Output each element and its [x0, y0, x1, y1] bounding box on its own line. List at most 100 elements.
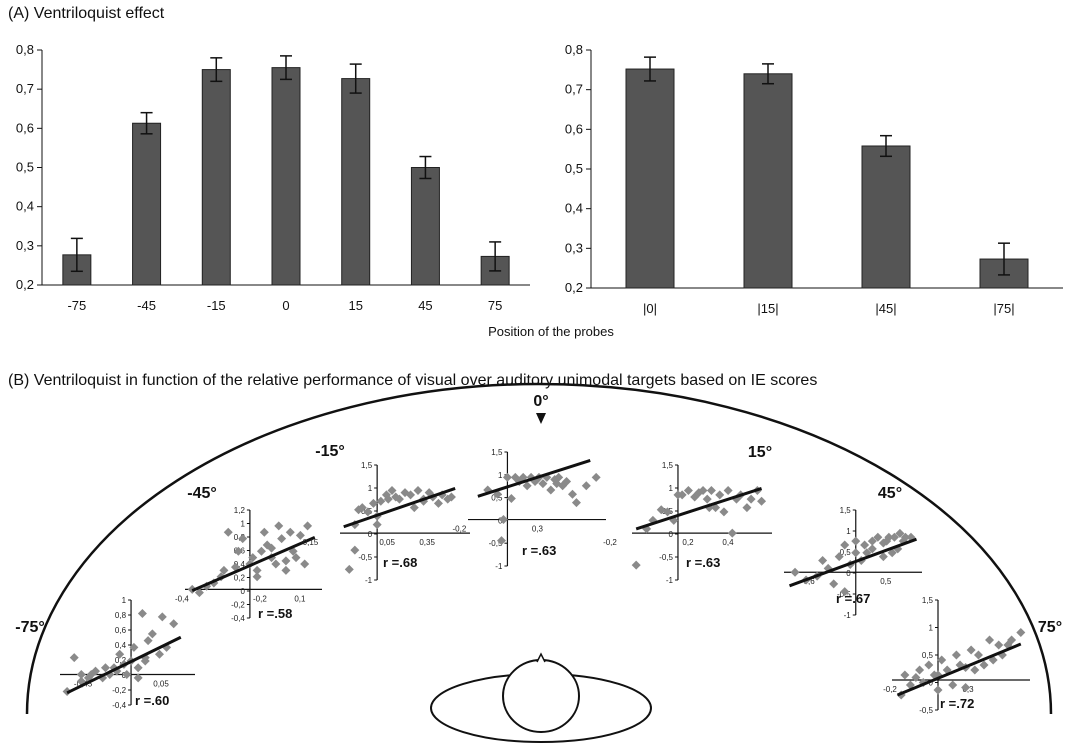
data-point — [889, 532, 899, 542]
data-point — [115, 649, 125, 659]
data-point — [979, 660, 989, 670]
fit-line — [896, 642, 1022, 697]
data-point — [911, 673, 921, 682]
mini-y-tick-label: -1 — [666, 576, 674, 585]
correlation-label: r =.58 — [258, 606, 292, 621]
data-point — [937, 655, 947, 665]
scatter-45: 1,510,50-0,5-1-0,60,5r =.67 — [784, 506, 922, 620]
mini-y-tick-label: 1 — [669, 484, 674, 493]
position-label-minus75: -75° — [15, 619, 45, 636]
y-tick-label: 0,7 — [565, 82, 583, 97]
data-point — [562, 477, 572, 487]
data-point — [538, 479, 548, 489]
data-point — [994, 640, 1004, 650]
mini-y-tick-label: -1 — [495, 562, 503, 571]
data-point — [497, 536, 507, 546]
data-point — [133, 663, 143, 673]
data-point — [252, 565, 262, 575]
data-point — [219, 565, 229, 575]
x-tick-label: 75 — [488, 298, 502, 313]
data-point — [698, 486, 708, 496]
data-point — [522, 481, 532, 491]
data-point — [303, 521, 313, 531]
data-point — [406, 490, 416, 500]
mini-x-tick-label: 0,35 — [419, 538, 435, 547]
data-point — [948, 680, 958, 690]
mini-x-tick-label: 0,3 — [962, 685, 974, 694]
data-point — [631, 560, 641, 570]
position-label-minus45: -45° — [187, 485, 217, 502]
bar-chart-positions: 0,2 0,3 0,4 0,5 0,6 0,7 0,8 -75 -45 -15 0 15 45 75 — [16, 42, 530, 313]
data-point — [285, 527, 295, 537]
data-point — [966, 645, 976, 655]
mini-y-tick-label: 0 — [669, 530, 674, 539]
data-point — [122, 670, 132, 680]
data-point — [900, 532, 910, 542]
mini-y-tick-label: 1 — [846, 527, 851, 536]
bar — [132, 122, 162, 286]
head-icon — [502, 659, 580, 733]
x-tick-label: 0 — [282, 298, 289, 313]
data-point — [571, 498, 581, 508]
data-point — [867, 544, 877, 554]
data-point — [133, 673, 143, 683]
mini-y-tick-label: -0,2 — [231, 601, 245, 610]
mini-y-tick-label: 0,5 — [840, 548, 852, 557]
y-tick-label: 0,7 — [16, 81, 34, 96]
mini-y-tick-label: 0,8 — [115, 611, 127, 620]
field-arc — [25, 382, 1053, 715]
y-tick-label: 0,5 — [16, 160, 34, 175]
data-point — [291, 553, 301, 563]
data-point — [100, 663, 110, 673]
data-point — [169, 619, 179, 629]
data-point — [223, 527, 233, 537]
data-point — [552, 479, 562, 489]
data-point — [394, 494, 404, 504]
mini-y-tick-label: 1 — [240, 520, 245, 529]
x-tick-label: -75 — [67, 298, 86, 313]
data-point — [581, 481, 591, 491]
mini-y-tick-label: -0,5 — [358, 553, 372, 562]
data-point — [933, 685, 943, 695]
data-point — [719, 507, 729, 517]
y-tick-label: 0,8 — [16, 42, 34, 57]
data-point — [757, 496, 767, 506]
nose-icon — [536, 652, 546, 663]
mini-x-tick-label: -0,4 — [175, 594, 189, 603]
data-point — [357, 503, 367, 513]
data-point — [790, 567, 800, 577]
mini-x-tick-label: -0,2 — [253, 594, 267, 603]
data-point — [259, 527, 269, 537]
data-point — [281, 565, 291, 575]
correlation-label: r =.60 — [135, 693, 169, 708]
fit-line — [66, 635, 182, 695]
data-point — [281, 556, 291, 566]
data-point — [860, 540, 870, 550]
scatter-minus15: 1,510,50-0,5-1-0,150,050,35r =.68 — [300, 461, 470, 585]
data-point — [433, 498, 443, 508]
data-point — [715, 490, 725, 500]
data-point — [851, 536, 861, 546]
data-point — [663, 507, 673, 517]
data-point — [446, 492, 456, 502]
data-point — [895, 528, 905, 538]
panel-a-title: (A) Ventriloquist effect — [8, 5, 165, 22]
fit-line — [343, 487, 456, 529]
data-point — [498, 515, 508, 525]
mini-y-tick-label: -0,4 — [112, 701, 126, 710]
x-tick-label: |45| — [875, 301, 896, 316]
mini-x-tick-label: -0,15 — [300, 538, 319, 547]
data-point — [157, 612, 167, 622]
data-point — [840, 587, 850, 597]
correlation-label: r =.63 — [686, 555, 720, 570]
data-point — [878, 538, 888, 548]
data-point — [970, 665, 980, 675]
data-point — [834, 552, 844, 562]
fit-line — [477, 459, 591, 498]
data-point — [591, 472, 601, 482]
mini-y-tick-label: 0 — [240, 587, 245, 596]
mini-x-tick-label: 0,3 — [532, 525, 544, 534]
x-tick-label: |75| — [993, 301, 1014, 316]
mini-x-tick-label: 0,1 — [294, 594, 306, 603]
data-point — [376, 496, 386, 506]
